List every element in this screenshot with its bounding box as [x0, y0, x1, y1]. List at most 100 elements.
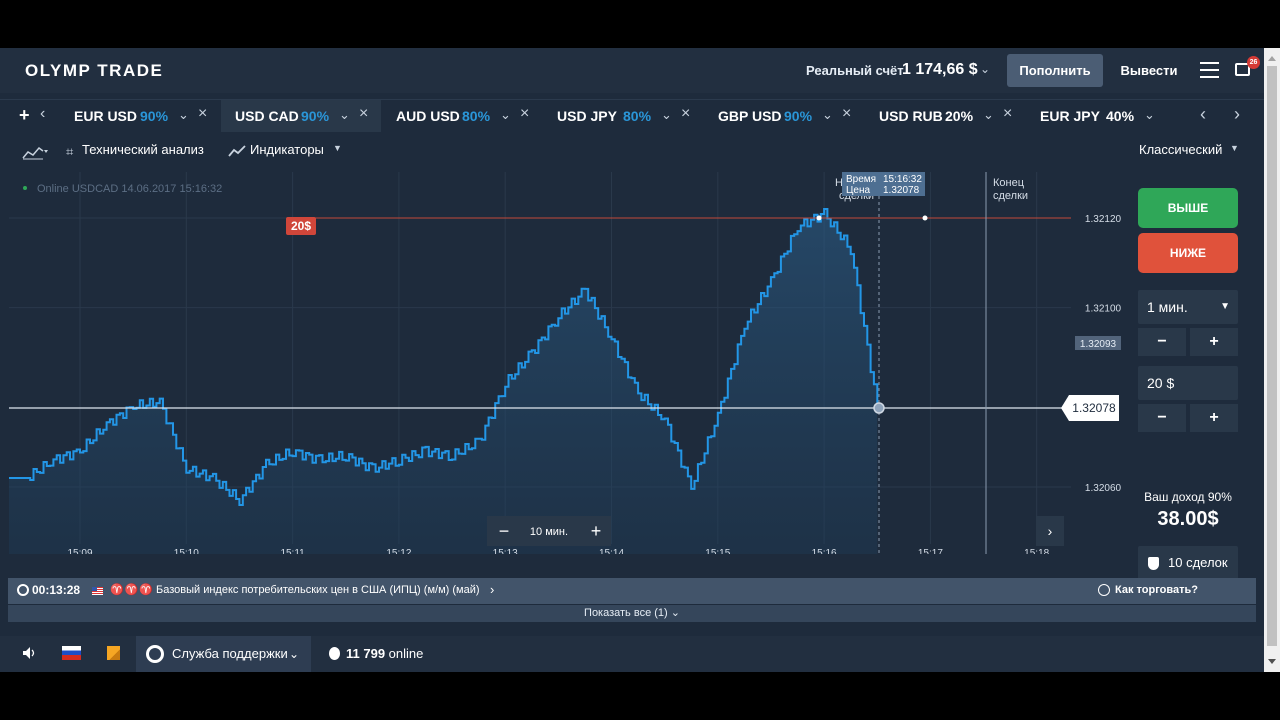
close-icon[interactable]: × — [359, 105, 369, 122]
ruler-icon: ⌗ — [66, 144, 74, 159]
zoom-out-button: − — [499, 521, 510, 541]
tab-usd-jpy[interactable]: USD JPY 80% ⌄ × — [543, 100, 703, 132]
tab-usd-cad[interactable]: USD CAD 90% ⌄ × — [221, 100, 381, 132]
deals-button[interactable]: 10 сделок — [1138, 546, 1238, 580]
online-count: 11 799 — [346, 646, 386, 661]
chevron-down-icon: ⌄ — [288, 647, 299, 661]
tab-eur-jpy[interactable]: EUR JPY 40% ⌄ — [1026, 100, 1186, 132]
close-icon[interactable]: × — [198, 105, 208, 122]
close-icon[interactable]: × — [681, 105, 691, 122]
tabs-prev-icon[interactable]: ‹ — [1200, 104, 1206, 124]
balance-value[interactable]: 1 174,66 $ — [902, 61, 978, 78]
amount-input[interactable]: 20 $ — [1138, 366, 1238, 400]
close-icon[interactable]: × — [842, 105, 852, 122]
tab-pair: USD CAD — [235, 108, 299, 124]
tab-payout: 90% — [301, 108, 330, 124]
chevron-down-icon[interactable]: ⌄ — [178, 107, 189, 122]
bet-point-start — [816, 215, 822, 221]
zoom-control-bg — [487, 516, 611, 546]
chevron-down-icon[interactable]: ⌄ — [980, 62, 991, 76]
logo[interactable]: OLYMP TRADE — [25, 61, 164, 80]
online-word: online — [388, 646, 424, 661]
chart-mode-select[interactable]: Классический — [1139, 142, 1223, 157]
tabs-next-icon[interactable]: › — [1234, 104, 1240, 124]
chart-mode-dropdown-icon[interactable]: ▼ — [1230, 143, 1239, 153]
deal-start-label-1: Н — [835, 177, 843, 189]
close-icon[interactable]: × — [1003, 105, 1013, 122]
chart-toolbar: ⌗ Технический анализ Индикаторы ▼ Класси… — [0, 134, 1264, 170]
chevron-right-icon[interactable]: › — [490, 582, 495, 597]
indicators-dropdown-icon[interactable]: ▼ — [333, 143, 342, 153]
chevron-down-icon[interactable]: ⌄ — [983, 107, 994, 122]
window-scrollbar[interactable] — [1264, 48, 1280, 672]
deal-end-label-2: сделки — [993, 190, 1028, 202]
tab-eur-usd[interactable]: EUR USD 90% ⌄ × — [60, 100, 220, 132]
tab-aud-usd[interactable]: AUD USD 80% ⌄ × — [382, 100, 542, 132]
chat-icon[interactable] — [1235, 63, 1250, 76]
chart-type-icon[interactable] — [22, 144, 48, 160]
duration-select[interactable]: 1 мин. ▼ — [1138, 290, 1238, 324]
amount-minus-button[interactable]: − — [1138, 404, 1186, 432]
amount-stepper: − + — [1138, 404, 1238, 432]
chevron-down-icon[interactable]: ⌄ — [822, 107, 833, 122]
tab-gbp-usd[interactable]: GBP USD 90% ⌄ × — [704, 100, 864, 132]
chevron-down-icon[interactable]: ⌄ — [1144, 107, 1155, 122]
price-chart[interactable]: 15:09 15:10 15:11 15:12 15:13 15:14 15:15 15:16… — [9, 172, 1121, 554]
chevron-down-icon: ▼ — [1220, 301, 1230, 312]
app-window: OLYMP TRADE Реальный счёт 1 174,66 $ ⌄ П… — [0, 48, 1280, 672]
scroll-thumb[interactable] — [1267, 66, 1277, 646]
scroll-up-icon[interactable] — [1268, 56, 1276, 61]
withdraw-button[interactable]: Вывести — [1120, 63, 1178, 78]
chevron-down-icon[interactable]: ⌄ — [339, 107, 350, 122]
higher-button[interactable]: ВЫШЕ — [1138, 188, 1238, 228]
cursor-point — [873, 402, 885, 414]
support-label: Служба поддержки — [172, 646, 288, 661]
x-tick-label: 15:14 — [599, 548, 624, 554]
speaker-icon[interactable] — [22, 646, 38, 660]
x-tick-label: 15:17 — [918, 548, 943, 554]
chevron-down-icon[interactable]: ⌄ — [500, 107, 511, 122]
show-all-label: Показать все (1) — [584, 607, 668, 619]
x-tick-label: 15:11 — [280, 548, 305, 554]
header: OLYMP TRADE Реальный счёт 1 174,66 $ ⌄ П… — [0, 48, 1264, 93]
add-tab-icon[interactable]: + — [19, 105, 30, 125]
chevron-left-icon[interactable]: ‹ — [40, 105, 46, 122]
notes-icon[interactable] — [107, 646, 120, 660]
deposit-button[interactable]: Пополнить — [1007, 54, 1103, 87]
question-icon — [1098, 584, 1110, 596]
indicators-icon — [228, 145, 246, 157]
language-flag-icon[interactable] — [62, 646, 81, 660]
show-all-link[interactable]: Показать все (1) ⌄ — [8, 605, 1256, 622]
indicators-button[interactable]: Индикаторы — [250, 142, 324, 157]
amount-plus-button[interactable]: + — [1190, 404, 1238, 432]
bet-point-end — [922, 215, 928, 221]
tab-payout: 90% — [140, 108, 169, 124]
chevron-down-icon[interactable]: ⌄ — [661, 107, 672, 122]
tab-usd-rub[interactable]: USD RUB 20% ⌄ × — [865, 100, 1025, 132]
tab-payout: 90% — [784, 108, 813, 124]
news-text[interactable]: Базовый индекс потребительских цен в США… — [156, 584, 480, 596]
lower-button[interactable]: НИЖЕ — [1138, 233, 1238, 273]
balance-label[interactable]: Реальный счёт — [806, 63, 904, 78]
close-icon[interactable]: × — [520, 105, 530, 122]
tab-pair: GBP USD — [718, 108, 782, 124]
tab-payout: 20% — [945, 108, 974, 124]
support-button[interactable]: Служба поддержки ⌄ — [136, 636, 311, 672]
duration-plus-button[interactable]: + — [1190, 328, 1238, 356]
secondary-price-tag — [1075, 336, 1121, 350]
tech-analysis-button[interactable]: Технический анализ — [82, 142, 204, 157]
menu-icon[interactable] — [1200, 62, 1219, 83]
duration-minus-button[interactable]: − — [1138, 328, 1186, 356]
x-tick-label: 15:12 — [386, 548, 411, 554]
us-flag-icon — [92, 587, 103, 595]
news-bar[interactable]: 00:13:28 ♈♈♈ Базовый индекс потребительс… — [8, 578, 1256, 604]
x-tick-label: 15:13 — [493, 548, 518, 554]
x-tick-label: 15:09 — [67, 548, 92, 554]
deal-end-label-1: Конец — [993, 177, 1025, 189]
tooltip-price: 1.32078 — [883, 185, 920, 196]
how-to-trade-link[interactable]: Как торговать? — [1115, 584, 1198, 596]
current-price-tag — [1061, 395, 1119, 421]
scroll-down-icon[interactable] — [1268, 659, 1276, 664]
price-line — [9, 208, 879, 506]
online-dot — [23, 186, 27, 190]
